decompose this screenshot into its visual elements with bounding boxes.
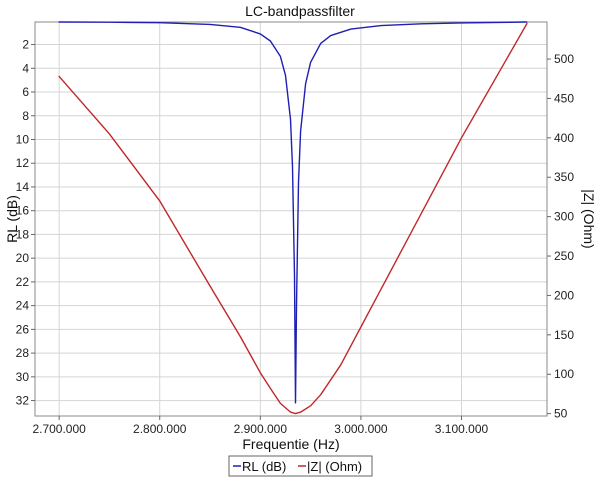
y-right-tick-label: 300 xyxy=(554,210,574,224)
y-right-tick-label: 200 xyxy=(554,288,574,302)
y-left-tick-label: 16 xyxy=(16,204,30,218)
y-left-axis-title: RL (dB) xyxy=(4,195,20,243)
y-right-tick-label: 350 xyxy=(554,170,574,184)
y-left-tick-label: 8 xyxy=(22,109,29,123)
y-left-tick-label: 10 xyxy=(16,132,30,146)
x-tick-label: 2.700.000 xyxy=(32,422,86,436)
y-right-tick-label: 500 xyxy=(554,52,574,66)
x-tick-label: 2.800.000 xyxy=(133,422,187,436)
y-left-tick-label: 14 xyxy=(16,180,30,194)
y-right-tick-label: 100 xyxy=(554,367,574,381)
y-left-tick-label: 26 xyxy=(16,322,30,336)
legend: RL (dB) |Z| (Ohm) xyxy=(228,455,373,477)
y-right-axis-title: |Z| (Ohm) xyxy=(581,189,597,248)
series-line-impedance xyxy=(58,22,528,415)
y-left-tick-label: 12 xyxy=(16,156,30,170)
y-right-tick-label: 400 xyxy=(554,131,574,145)
series-layer xyxy=(58,21,528,415)
x-tick-label: 3.000.000 xyxy=(334,422,388,436)
plot-frame xyxy=(34,21,548,417)
y-left-tick-label: 4 xyxy=(22,61,29,75)
y-left-tick-label: 22 xyxy=(16,275,30,289)
y-left-tick-label: 6 xyxy=(22,85,29,99)
grid xyxy=(35,22,547,416)
y-left-tick-label: 20 xyxy=(16,251,30,265)
chart-title: LC-bandpassfilter xyxy=(245,3,355,19)
y-right-tick-label: 50 xyxy=(554,407,568,421)
legend-label-rl: RL (dB) xyxy=(242,459,286,474)
y-right-tick-label: 250 xyxy=(554,249,574,263)
y-left-tick-label: 30 xyxy=(16,370,30,384)
x-axis-ticks: 2.700.000 2.800.000 2.900.000 3.000.000 3.10… xyxy=(32,416,489,436)
y-left-tick-label: 24 xyxy=(16,299,30,313)
y-right-axis-ticks: 50 100 150 200 250 300 350 400 450 500 xyxy=(547,52,574,421)
x-tick-label: 3.100.000 xyxy=(435,422,489,436)
x-tick-label: 2.900.000 xyxy=(234,422,288,436)
legend-label-impedance: |Z| (Ohm) xyxy=(307,459,362,474)
y-left-tick-label: 2 xyxy=(22,38,29,52)
y-right-tick-label: 150 xyxy=(554,328,574,342)
y-left-tick-label: 18 xyxy=(16,227,30,241)
series-line-rl xyxy=(58,21,528,404)
y-left-tick-label: 28 xyxy=(16,346,30,360)
y-left-tick-label: 32 xyxy=(16,394,30,408)
y-right-tick-label: 450 xyxy=(554,91,574,105)
x-axis-title: Frequentie (Hz) xyxy=(242,436,339,452)
